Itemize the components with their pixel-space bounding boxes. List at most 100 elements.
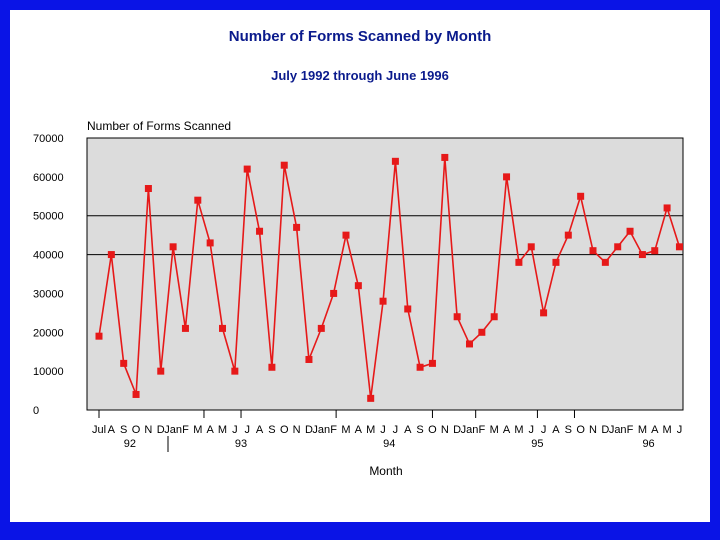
data-point [626,227,634,235]
data-point [651,247,659,255]
data-point [490,313,498,321]
data-point [527,243,535,251]
data-point [404,305,412,313]
data-point [614,243,622,251]
data-point [317,324,325,332]
data-point [453,313,461,321]
x-tick-label: D [157,424,165,436]
data-point [120,359,128,367]
data-point [577,192,585,200]
data-point [194,196,202,204]
x-tick-label: A [108,424,116,436]
x-year-label: 96 [642,438,654,450]
series-line [98,157,681,399]
data-point [515,258,523,266]
data-point [243,165,251,173]
x-tick-label: N [441,424,449,436]
data-point [379,297,387,305]
x-tick-label: M [514,424,523,436]
data-point [589,247,597,255]
y-tick-label: 30000 [33,288,64,300]
y-tick-label: 50000 [33,211,64,223]
y-tick-label: 40000 [33,250,64,262]
x-tick-label: A [552,424,560,436]
x-axis-label: Month [369,464,402,478]
y-tick-label: 70000 [33,133,64,145]
data-point [638,251,646,259]
x-tick-label: D [453,424,461,436]
data-point [280,161,288,169]
x-year-label: 93 [235,438,247,450]
x-tick-label: S [416,424,423,436]
data-point [564,231,572,239]
x-tick-label: A [256,424,264,436]
data-point [206,239,214,247]
data-point [144,185,152,193]
x-tick-label: J [232,424,238,436]
data-point [367,394,375,402]
x-axis-ticks: Jul A S O N D Jan F M A M J J A S O N D Jan F M A M J J A S O N D Jan F… [92,410,682,452]
x-tick-label: N [589,424,597,436]
x-tick-label: F [330,424,337,436]
data-point [95,332,103,340]
data-point [540,309,548,317]
x-tick-label: M [218,424,227,436]
data-point [342,231,350,239]
x-tick-label: D [601,424,609,436]
data-point [354,282,362,290]
x-tick-label: J [541,424,547,436]
y-tick-label: 10000 [33,366,64,378]
x-tick-label: M [663,424,672,436]
x-tick-label: O [280,424,289,436]
data-point [256,227,264,235]
x-tick-label: M [638,424,647,436]
x-tick-label: D [305,424,313,436]
data-point [305,355,313,363]
data-point [391,157,399,165]
x-tick-label: S [120,424,127,436]
x-tick-label: Jan [312,424,330,436]
x-tick-label: Jan [609,424,627,436]
x-tick-label: Jan [164,424,182,436]
y-tick-label: 0 [33,405,39,417]
data-point [231,367,239,375]
x-tick-label: N [293,424,301,436]
data-point [181,324,189,332]
x-tick-label: O [576,424,585,436]
x-tick-label: J [529,424,535,436]
x-tick-label: Jul [92,424,106,436]
chart-title: Number of Forms Scanned by Month [228,28,492,45]
x-tick-label: A [503,424,511,436]
data-point [157,367,165,375]
x-tick-label: Jan [461,424,479,436]
x-tick-label: J [244,424,250,436]
x-tick-label: O [132,424,141,436]
x-tick-label: M [366,424,375,436]
x-tick-label: M [341,424,350,436]
x-tick-label: M [193,424,202,436]
data-point [503,173,511,181]
data-point [428,359,436,367]
data-point [663,204,671,212]
x-tick-label: J [393,424,399,436]
data-point [552,258,560,266]
y-tick-label: 20000 [33,327,64,339]
x-tick-label: F [182,424,189,436]
data-point [416,363,424,371]
data-point [293,223,301,231]
data-point [169,243,177,251]
data-point [107,251,115,259]
x-tick-label: M [490,424,499,436]
x-tick-label: J [677,424,683,436]
y-tick-label: 60000 [33,172,64,184]
y-axis-ticks: 0 10000 20000 30000 40000 50000 60000 70000 [33,133,64,417]
data-point [601,258,609,266]
data-series [95,153,683,402]
x-tick-label: A [404,424,412,436]
x-tick-label: F [478,424,485,436]
x-tick-label: F [627,424,634,436]
x-year-label: 94 [383,438,395,450]
x-year-label: 95 [531,438,543,450]
x-year-label: 92 [124,438,136,450]
